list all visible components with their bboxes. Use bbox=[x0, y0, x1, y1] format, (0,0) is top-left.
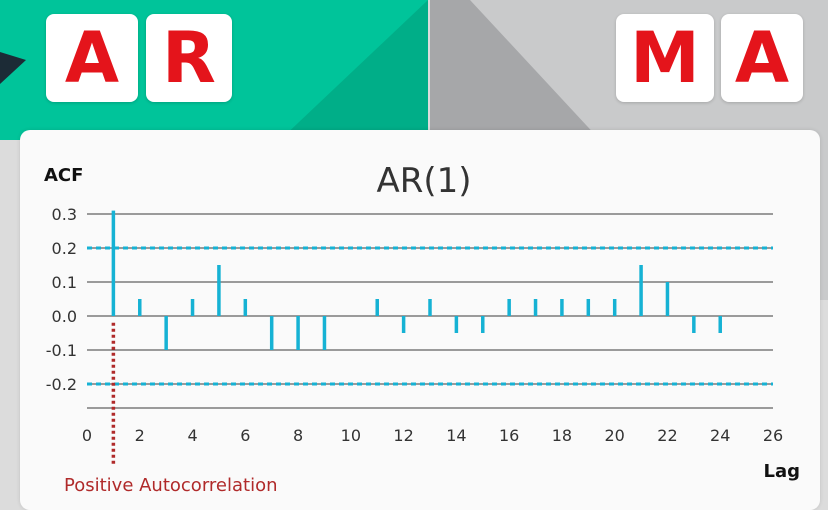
y-tick-label: 0.2 bbox=[52, 239, 77, 258]
left-panel-diagonal bbox=[280, 0, 428, 140]
y-tick-label: -0.1 bbox=[46, 341, 77, 360]
y-tick-label: 0.0 bbox=[52, 307, 77, 326]
acf-chart: 0.30.20.10.0-0.1-0.20 2 4 6 8 10 12 14 16 18 20 22 2… bbox=[44, 161, 800, 496]
x-tick-label: 16 bbox=[499, 426, 519, 445]
y-tick-label: 0.1 bbox=[52, 273, 77, 292]
x-tick-label: 6 bbox=[240, 426, 250, 445]
letter-a: A bbox=[64, 17, 120, 99]
x-tick-label: 2 bbox=[135, 426, 145, 445]
right-panel-diagonal bbox=[430, 0, 600, 140]
play-arrow-icon bbox=[0, 52, 26, 84]
chart-title: AR(1) bbox=[376, 161, 471, 201]
acf-stem bbox=[428, 299, 432, 316]
x-tick-label: 24 bbox=[710, 426, 730, 445]
x-tick-label: 12 bbox=[393, 426, 413, 445]
letter-tile-m: M bbox=[616, 14, 714, 102]
acf-stems bbox=[111, 210, 722, 350]
annotation-label: Positive Autocorrelation bbox=[64, 475, 278, 496]
x-tick-label: 4 bbox=[187, 426, 197, 445]
y-tick-label: -0.2 bbox=[46, 375, 77, 394]
acf-stem bbox=[586, 299, 591, 316]
acf-stem bbox=[533, 299, 538, 316]
x-tick-label: 14 bbox=[446, 426, 466, 445]
acf-stem bbox=[560, 299, 564, 316]
acf-stem bbox=[322, 316, 327, 350]
letter-tile-a-right: A bbox=[721, 14, 803, 102]
letter-r: R bbox=[162, 17, 216, 99]
acf-stem bbox=[454, 316, 459, 333]
chart-card: 0.3 0.2 0.1 0.0 -0.1 -0.2 0 2 4 6 8 10 12 14 16 18 20 22 2… bbox=[20, 130, 820, 510]
acf-stem bbox=[639, 265, 643, 316]
acf-stem bbox=[481, 316, 485, 333]
letter-a-right: A bbox=[734, 17, 790, 99]
acf-stem bbox=[243, 299, 248, 316]
x-axis-label: Lag bbox=[763, 461, 800, 482]
letter-tile-r: R bbox=[146, 14, 232, 102]
acf-stem bbox=[612, 299, 617, 316]
acf-stem bbox=[269, 316, 274, 350]
x-tick-label: 22 bbox=[657, 426, 677, 445]
letter-tile-a: A bbox=[46, 14, 138, 102]
acf-stem bbox=[401, 316, 406, 333]
confidence-bands bbox=[87, 246, 773, 386]
acf-stem bbox=[718, 316, 722, 333]
acf-stem bbox=[692, 316, 696, 333]
acf-stem bbox=[190, 299, 195, 316]
acf-stem bbox=[375, 299, 379, 316]
x-tick-label: 20 bbox=[605, 426, 625, 445]
x-tick-label: 10 bbox=[341, 426, 361, 445]
acf-stem bbox=[138, 299, 142, 316]
letter-m: M bbox=[630, 17, 700, 99]
annotation: Positive Autocorrelation bbox=[64, 322, 278, 496]
acf-stem bbox=[111, 210, 116, 316]
x-tick-label: 26 bbox=[763, 426, 783, 445]
y-axis-label: ACF bbox=[44, 165, 83, 186]
tick-labels: 0.30.20.10.0-0.1-0.20 2 4 6 8 10 12 14 16 18 20 22 2… bbox=[46, 205, 783, 445]
y-tick-label: 0.3 bbox=[52, 205, 77, 224]
acf-stem bbox=[217, 265, 221, 316]
acf-stem bbox=[296, 316, 300, 350]
x-tick-label: 0 bbox=[82, 426, 92, 445]
acf-stem bbox=[507, 299, 511, 316]
x-tick-label: 18 bbox=[552, 426, 572, 445]
acf-stem bbox=[665, 282, 670, 316]
acf-stem bbox=[164, 316, 168, 350]
x-tick-label: 8 bbox=[293, 426, 303, 445]
